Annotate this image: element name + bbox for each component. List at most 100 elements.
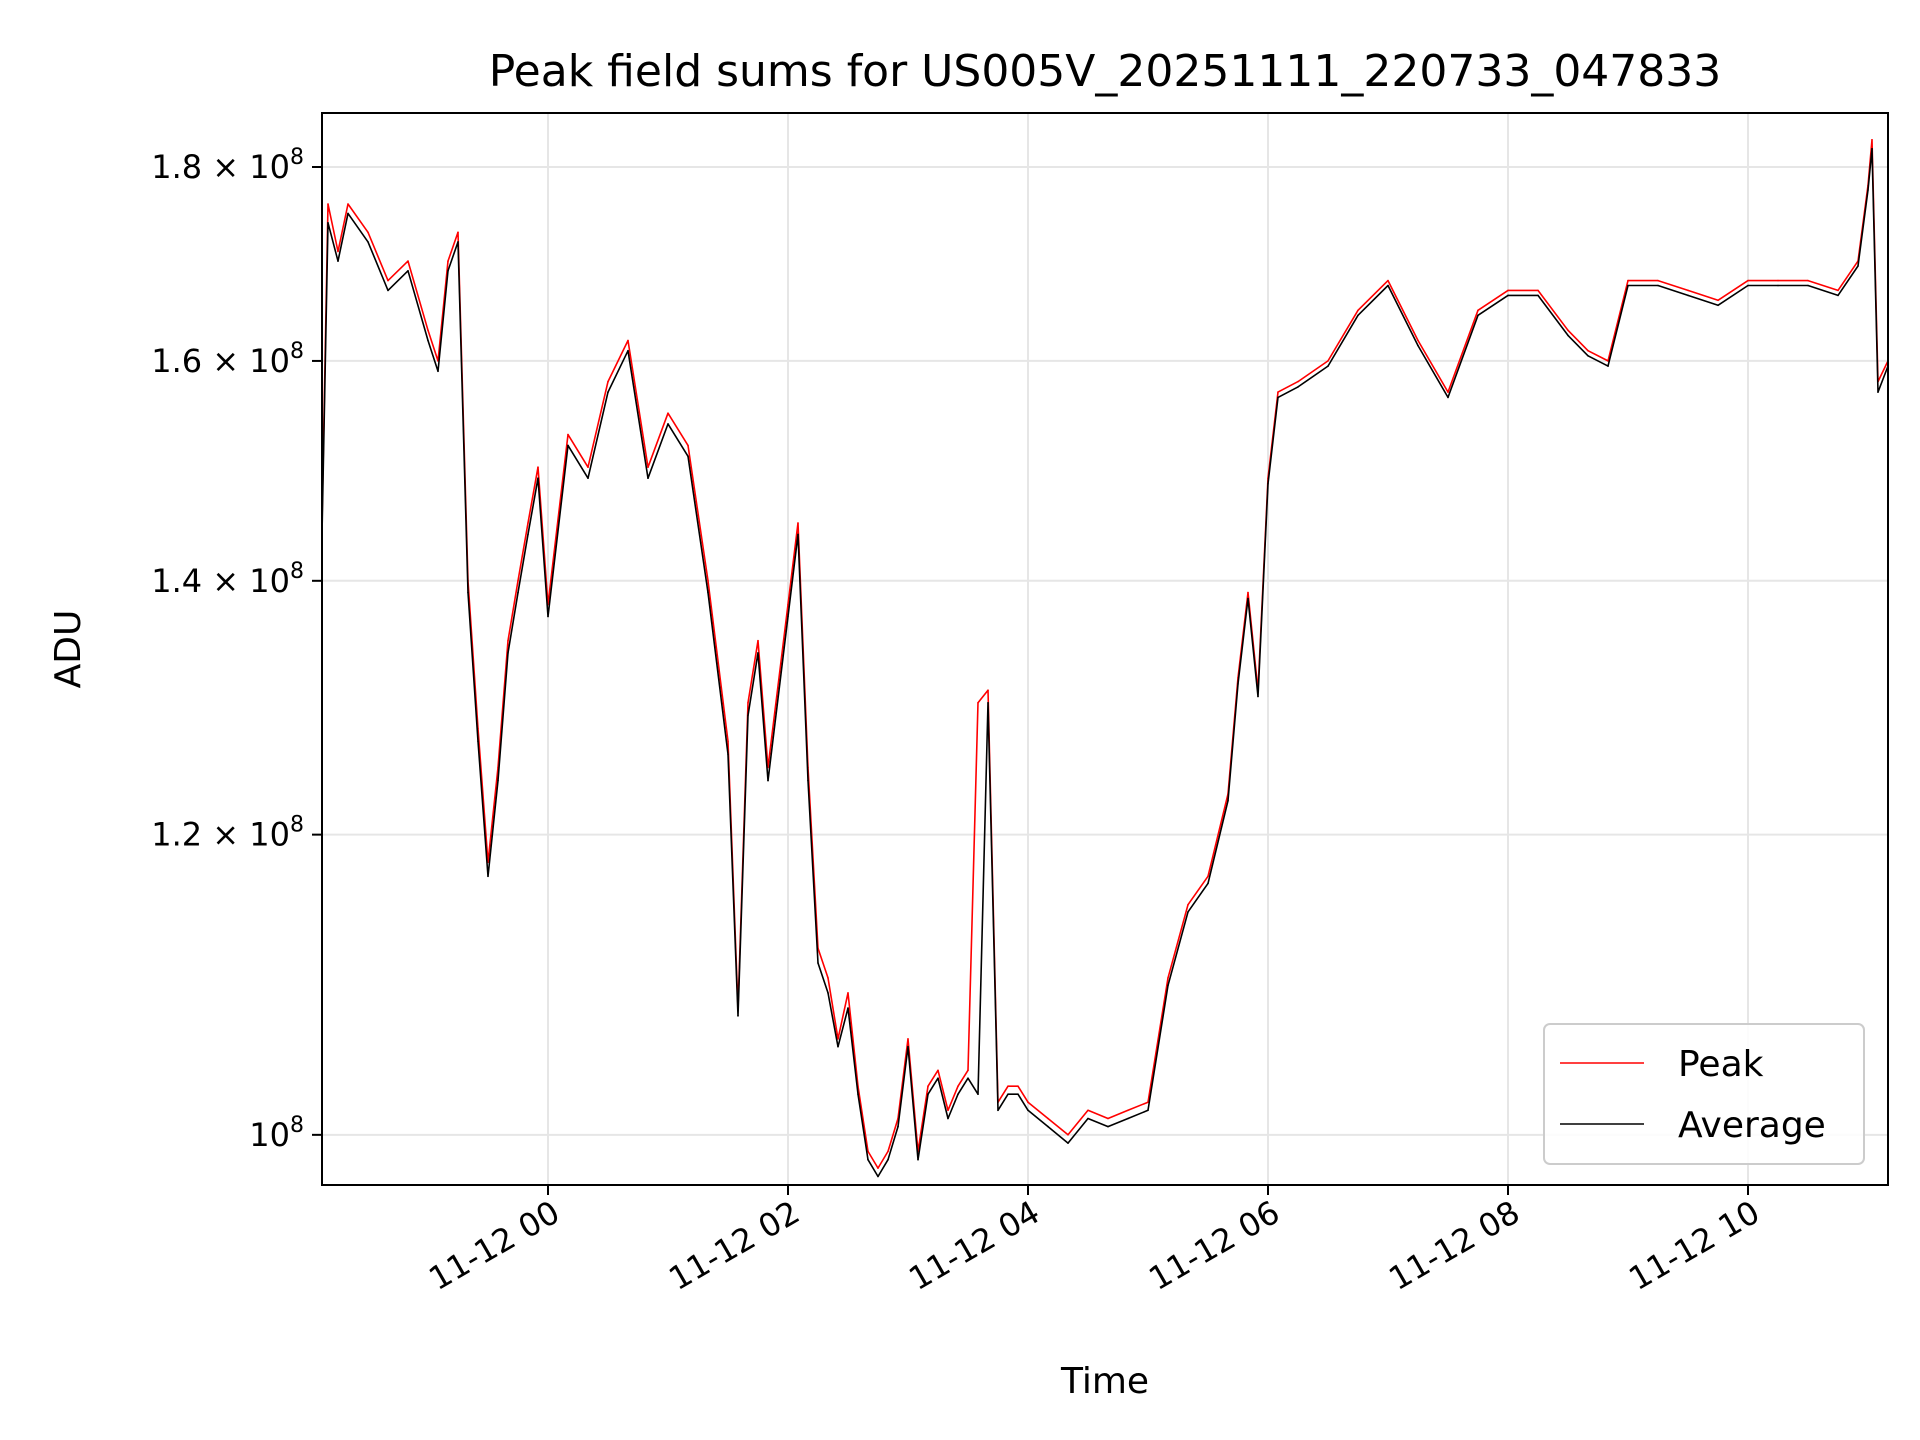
data-point-peak	[947, 1109, 949, 1112]
data-point-peak	[1537, 289, 1539, 292]
data-point-average	[367, 241, 369, 243]
data-point-average	[1327, 365, 1329, 367]
data-point-average	[1477, 314, 1479, 317]
data-point-peak	[1687, 289, 1689, 292]
data-point-peak	[787, 603, 789, 606]
data-point-peak	[1067, 1134, 1069, 1136]
data-point-average	[1387, 284, 1389, 287]
data-point-peak	[1657, 279, 1659, 282]
data-point-average	[1267, 483, 1269, 485]
data-point-average	[1687, 294, 1689, 297]
data-point-peak	[367, 231, 369, 234]
data-point-average	[857, 1093, 859, 1095]
data-point-peak	[387, 279, 389, 282]
data-point-peak	[1871, 139, 1873, 141]
data-point-average	[407, 270, 409, 272]
data-point-peak	[1477, 309, 1479, 312]
data-point-average	[1877, 391, 1879, 393]
data-point-average	[1277, 396, 1279, 399]
data-point-average	[1417, 344, 1419, 347]
data-point-peak	[447, 260, 449, 262]
legend: Peak Average	[1543, 1023, 1865, 1165]
data-point-average	[1871, 148, 1873, 150]
data-point-peak	[727, 740, 729, 743]
data-point-average	[947, 1117, 949, 1120]
data-point-average	[1297, 386, 1299, 388]
data-point-average	[1247, 597, 1249, 600]
data-point-peak	[667, 412, 669, 415]
data-point-peak	[987, 689, 989, 691]
data-point-average	[1257, 695, 1259, 698]
data-point-peak	[1187, 903, 1189, 906]
legend-frame	[1543, 1023, 1865, 1165]
data-point-peak	[407, 260, 409, 262]
data-point-average	[1067, 1142, 1069, 1144]
data-point-peak	[607, 380, 609, 383]
data-point-peak	[1297, 380, 1299, 383]
data-point-peak	[957, 1085, 959, 1087]
data-point-average	[1807, 284, 1809, 287]
data-point-peak	[1327, 360, 1329, 362]
data-point-peak	[687, 444, 689, 447]
data-point-peak	[1387, 279, 1389, 282]
data-point-peak	[627, 339, 629, 342]
y-axis: 108 1.2 × 108 1.4 × 108 1.6 × 108 1.8 × 108	[151, 145, 322, 1154]
data-point-average	[467, 591, 469, 594]
data-point-average	[847, 1007, 849, 1009]
data-point-average	[607, 391, 609, 393]
data-point-average	[957, 1093, 959, 1095]
data-point-peak	[1047, 1117, 1049, 1120]
series-line-peak	[321, 139, 1889, 1169]
data-point-peak	[1017, 1085, 1019, 1087]
data-point-peak	[847, 992, 849, 994]
data-point-average	[987, 702, 989, 704]
data-point-average	[1777, 284, 1779, 287]
data-point-peak	[1087, 1109, 1089, 1112]
data-point-average	[1237, 683, 1239, 685]
data-point-peak	[1277, 391, 1279, 393]
data-point-average	[1227, 799, 1229, 802]
data-point-average	[1357, 314, 1359, 317]
data-point-average	[337, 260, 339, 262]
data-point-average	[907, 1045, 909, 1048]
data-point-peak	[1007, 1085, 1009, 1087]
data-point-average	[1007, 1093, 1009, 1095]
data-point-average	[1167, 984, 1169, 987]
plot-frame	[321, 112, 1889, 1186]
data-point-average	[327, 222, 329, 224]
data-point-average	[897, 1125, 899, 1128]
data-point-average	[457, 241, 459, 243]
y-axis-label: ADU	[48, 610, 89, 689]
data-point-peak	[1357, 309, 1359, 312]
data-point-peak	[1147, 1101, 1149, 1103]
data-point-average	[927, 1093, 929, 1095]
data-point-average	[1187, 911, 1189, 913]
data-point-peak	[747, 702, 749, 704]
y-tick-label: 1.4 × 108	[151, 559, 304, 600]
data-point-average	[1207, 882, 1209, 885]
data-point-peak	[1567, 329, 1569, 332]
data-point-average	[667, 423, 669, 425]
data-point-average	[997, 1109, 999, 1112]
data-point-average	[437, 370, 439, 373]
data-point-peak	[967, 1069, 969, 1072]
data-point-average	[1657, 284, 1659, 287]
legend-label-peak: Peak	[1678, 1044, 1764, 1085]
data-point-average	[1717, 304, 1719, 307]
data-point-peak	[1127, 1109, 1129, 1112]
data-point-peak	[1207, 875, 1209, 878]
data-point-peak	[527, 522, 529, 524]
data-point-average	[887, 1158, 889, 1161]
data-point-average	[1047, 1125, 1049, 1128]
data-point-average	[747, 714, 749, 717]
data-point-average	[627, 349, 629, 352]
data-point-peak	[757, 639, 759, 642]
data-point-average	[767, 779, 769, 782]
data-point-average	[1027, 1109, 1029, 1112]
data-point-average	[547, 615, 549, 618]
data-point-peak	[1507, 289, 1509, 292]
data-point-peak	[827, 977, 829, 979]
data-point-peak	[797, 522, 799, 524]
data-point-average	[1867, 189, 1869, 191]
